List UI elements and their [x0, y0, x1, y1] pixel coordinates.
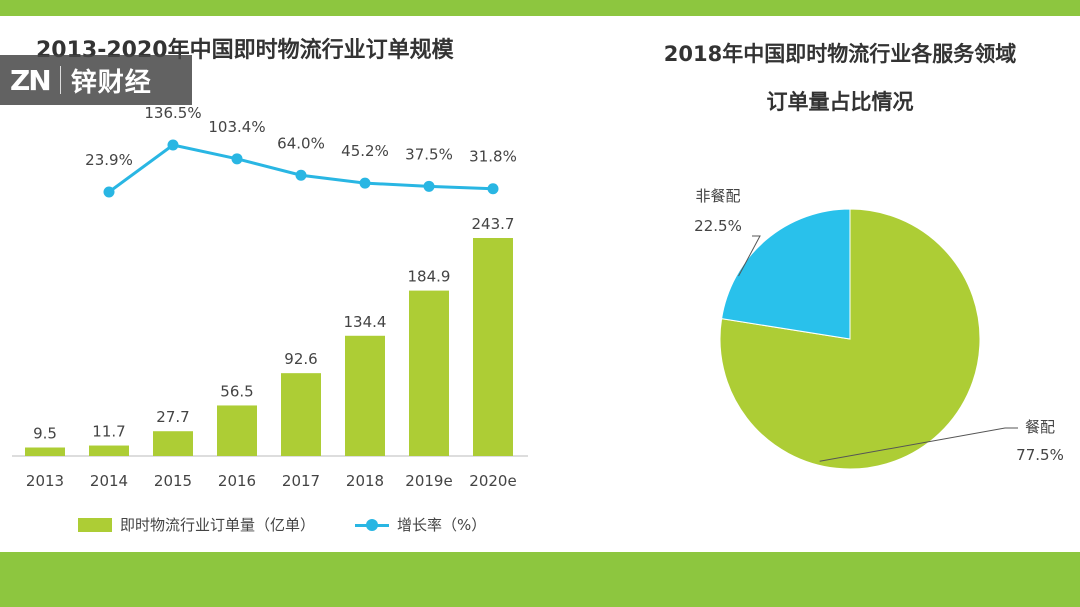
bar-2013 — [25, 447, 65, 456]
growth-point-2016 — [231, 153, 243, 165]
growth-rate-label: 136.5% — [144, 104, 201, 122]
bar-value-label: 9.5 — [33, 425, 57, 443]
pie-value-label-food: 77.5% — [1016, 446, 1064, 464]
pie-name-label-nonfood: 非餐配 — [695, 187, 740, 205]
x-tick-label: 2018 — [346, 472, 384, 490]
legend-item-growth: 增长率（%） — [355, 514, 486, 535]
bar-chart-legend: 即时物流行业订单量（亿单） 增长率（%） — [78, 514, 486, 535]
growth-point-2019e — [423, 180, 435, 192]
bar-2018 — [345, 335, 385, 456]
bottom-band — [0, 552, 1080, 607]
growth-point-2018 — [359, 177, 371, 189]
bar-value-label: 184.9 — [408, 268, 451, 286]
pie-slice-non-food-delivery — [721, 208, 851, 340]
bar-value-label: 56.5 — [220, 382, 253, 400]
growth-point-2020e — [487, 183, 499, 195]
legend-label-orders: 即时物流行业订单量（亿单） — [120, 516, 316, 534]
bar-value-label: 243.7 — [472, 215, 515, 233]
brand-name: 锌财经 — [70, 67, 152, 98]
growth-rate-label: 37.5% — [405, 145, 453, 163]
x-tick-label: 2019e — [405, 472, 452, 490]
bar-2020e — [473, 238, 513, 456]
pie-chart: 餐配 77.5% 非餐配 22.5% — [694, 187, 1064, 470]
brand-mark: ZN — [10, 63, 52, 97]
bar-value-label: 11.7 — [92, 423, 125, 441]
pie-name-label-food: 餐配 — [1025, 418, 1055, 436]
growth-rate-label: 45.2% — [341, 142, 389, 160]
x-tick-label: 2014 — [90, 472, 128, 490]
x-tick-label: 2020e — [469, 472, 516, 490]
pie-title-line-1: 2018年中国即时物流行业各服务领域 — [663, 42, 1017, 66]
bar-chart: 9.5 2013 11.7 2014 27.7 2015 56.5 2016 92.6 2017 1… — [12, 104, 528, 490]
top-band — [0, 0, 1080, 16]
x-tick-label: 2017 — [282, 472, 320, 490]
pie-leader-line-nonfood — [738, 235, 761, 277]
pie-value-label-nonfood: 22.5% — [694, 217, 742, 235]
pie-leader-line-food — [819, 427, 1018, 462]
legend-swatch-bar — [78, 517, 112, 532]
bar-value-label: 27.7 — [156, 408, 189, 426]
growth-point-2015 — [167, 139, 179, 151]
growth-rate-label: 31.8% — [469, 148, 517, 166]
bar-value-label: 134.4 — [344, 313, 387, 331]
pie-chart-title: 2018年中国即时物流行业各服务领域 订单量占比情况 — [630, 30, 1050, 126]
growth-rate-label: 64.0% — [277, 134, 325, 152]
x-tick-label: 2016 — [218, 472, 256, 490]
legend-swatch-line — [355, 518, 390, 532]
bar-2015 — [153, 431, 193, 456]
pie-slice-food-delivery — [719, 208, 981, 470]
brand-divider — [59, 66, 61, 94]
bar-2017 — [281, 373, 321, 456]
bar-2019e — [409, 290, 449, 456]
bar-2016 — [217, 405, 257, 456]
bar-value-label: 92.6 — [284, 350, 317, 368]
x-tick-label: 2013 — [26, 472, 64, 490]
x-tick-label: 2015 — [154, 472, 192, 490]
growth-point-2017 — [295, 169, 307, 181]
legend-item-orders: 即时物流行业订单量（亿单） — [78, 514, 315, 535]
growth-rate-label: 103.4% — [208, 118, 265, 136]
brand-logo: ZN 锌财经 — [0, 55, 192, 105]
pie-title-line-2: 订单量占比情况 — [766, 90, 914, 114]
growth-rate-label: 23.9% — [85, 151, 133, 169]
growth-point-2014 — [103, 186, 115, 198]
bar-2014 — [89, 445, 129, 456]
legend-label-growth: 增长率（%） — [397, 516, 487, 534]
